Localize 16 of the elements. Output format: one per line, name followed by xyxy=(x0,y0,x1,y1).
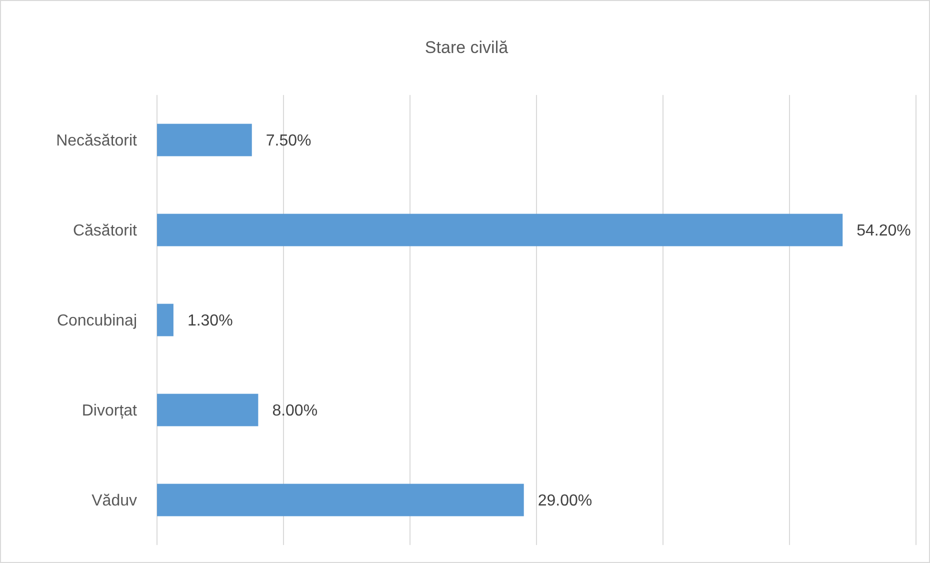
y-tick-label: Necăsătorit xyxy=(56,132,138,150)
data-label: 8.00% xyxy=(272,402,318,420)
bar xyxy=(157,304,174,336)
bar xyxy=(157,124,252,156)
chart-title: Stare civilă xyxy=(424,38,509,57)
bar xyxy=(157,484,524,516)
y-tick-label: Căsătorit xyxy=(72,222,138,240)
data-label: 54.20% xyxy=(856,222,911,240)
y-tick-label: Văduv xyxy=(92,492,137,510)
bar xyxy=(157,214,843,246)
bar xyxy=(157,394,258,426)
y-tick-label: Concubinaj xyxy=(56,312,137,330)
data-label: 29.00% xyxy=(538,492,592,510)
data-label: 7.50% xyxy=(266,132,312,150)
data-label: 1.30% xyxy=(187,312,233,330)
y-tick-label: Divorțat xyxy=(82,402,138,420)
